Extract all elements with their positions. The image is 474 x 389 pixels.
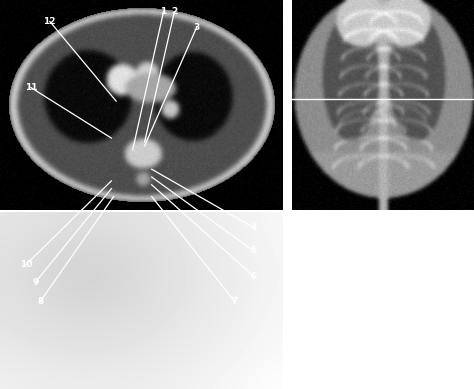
Text: 2: 2 [171, 7, 178, 16]
Text: 3: 3 [193, 23, 200, 32]
Text: 8: 8 [37, 297, 44, 306]
Text: 10: 10 [20, 260, 32, 269]
Text: 7: 7 [231, 297, 238, 306]
Text: 5: 5 [250, 246, 257, 256]
Text: 4: 4 [250, 223, 257, 232]
Text: 6: 6 [250, 272, 257, 281]
Text: 11: 11 [25, 83, 37, 92]
Text: 12: 12 [44, 17, 56, 26]
Text: 9: 9 [32, 277, 39, 287]
Text: 1: 1 [160, 7, 167, 16]
